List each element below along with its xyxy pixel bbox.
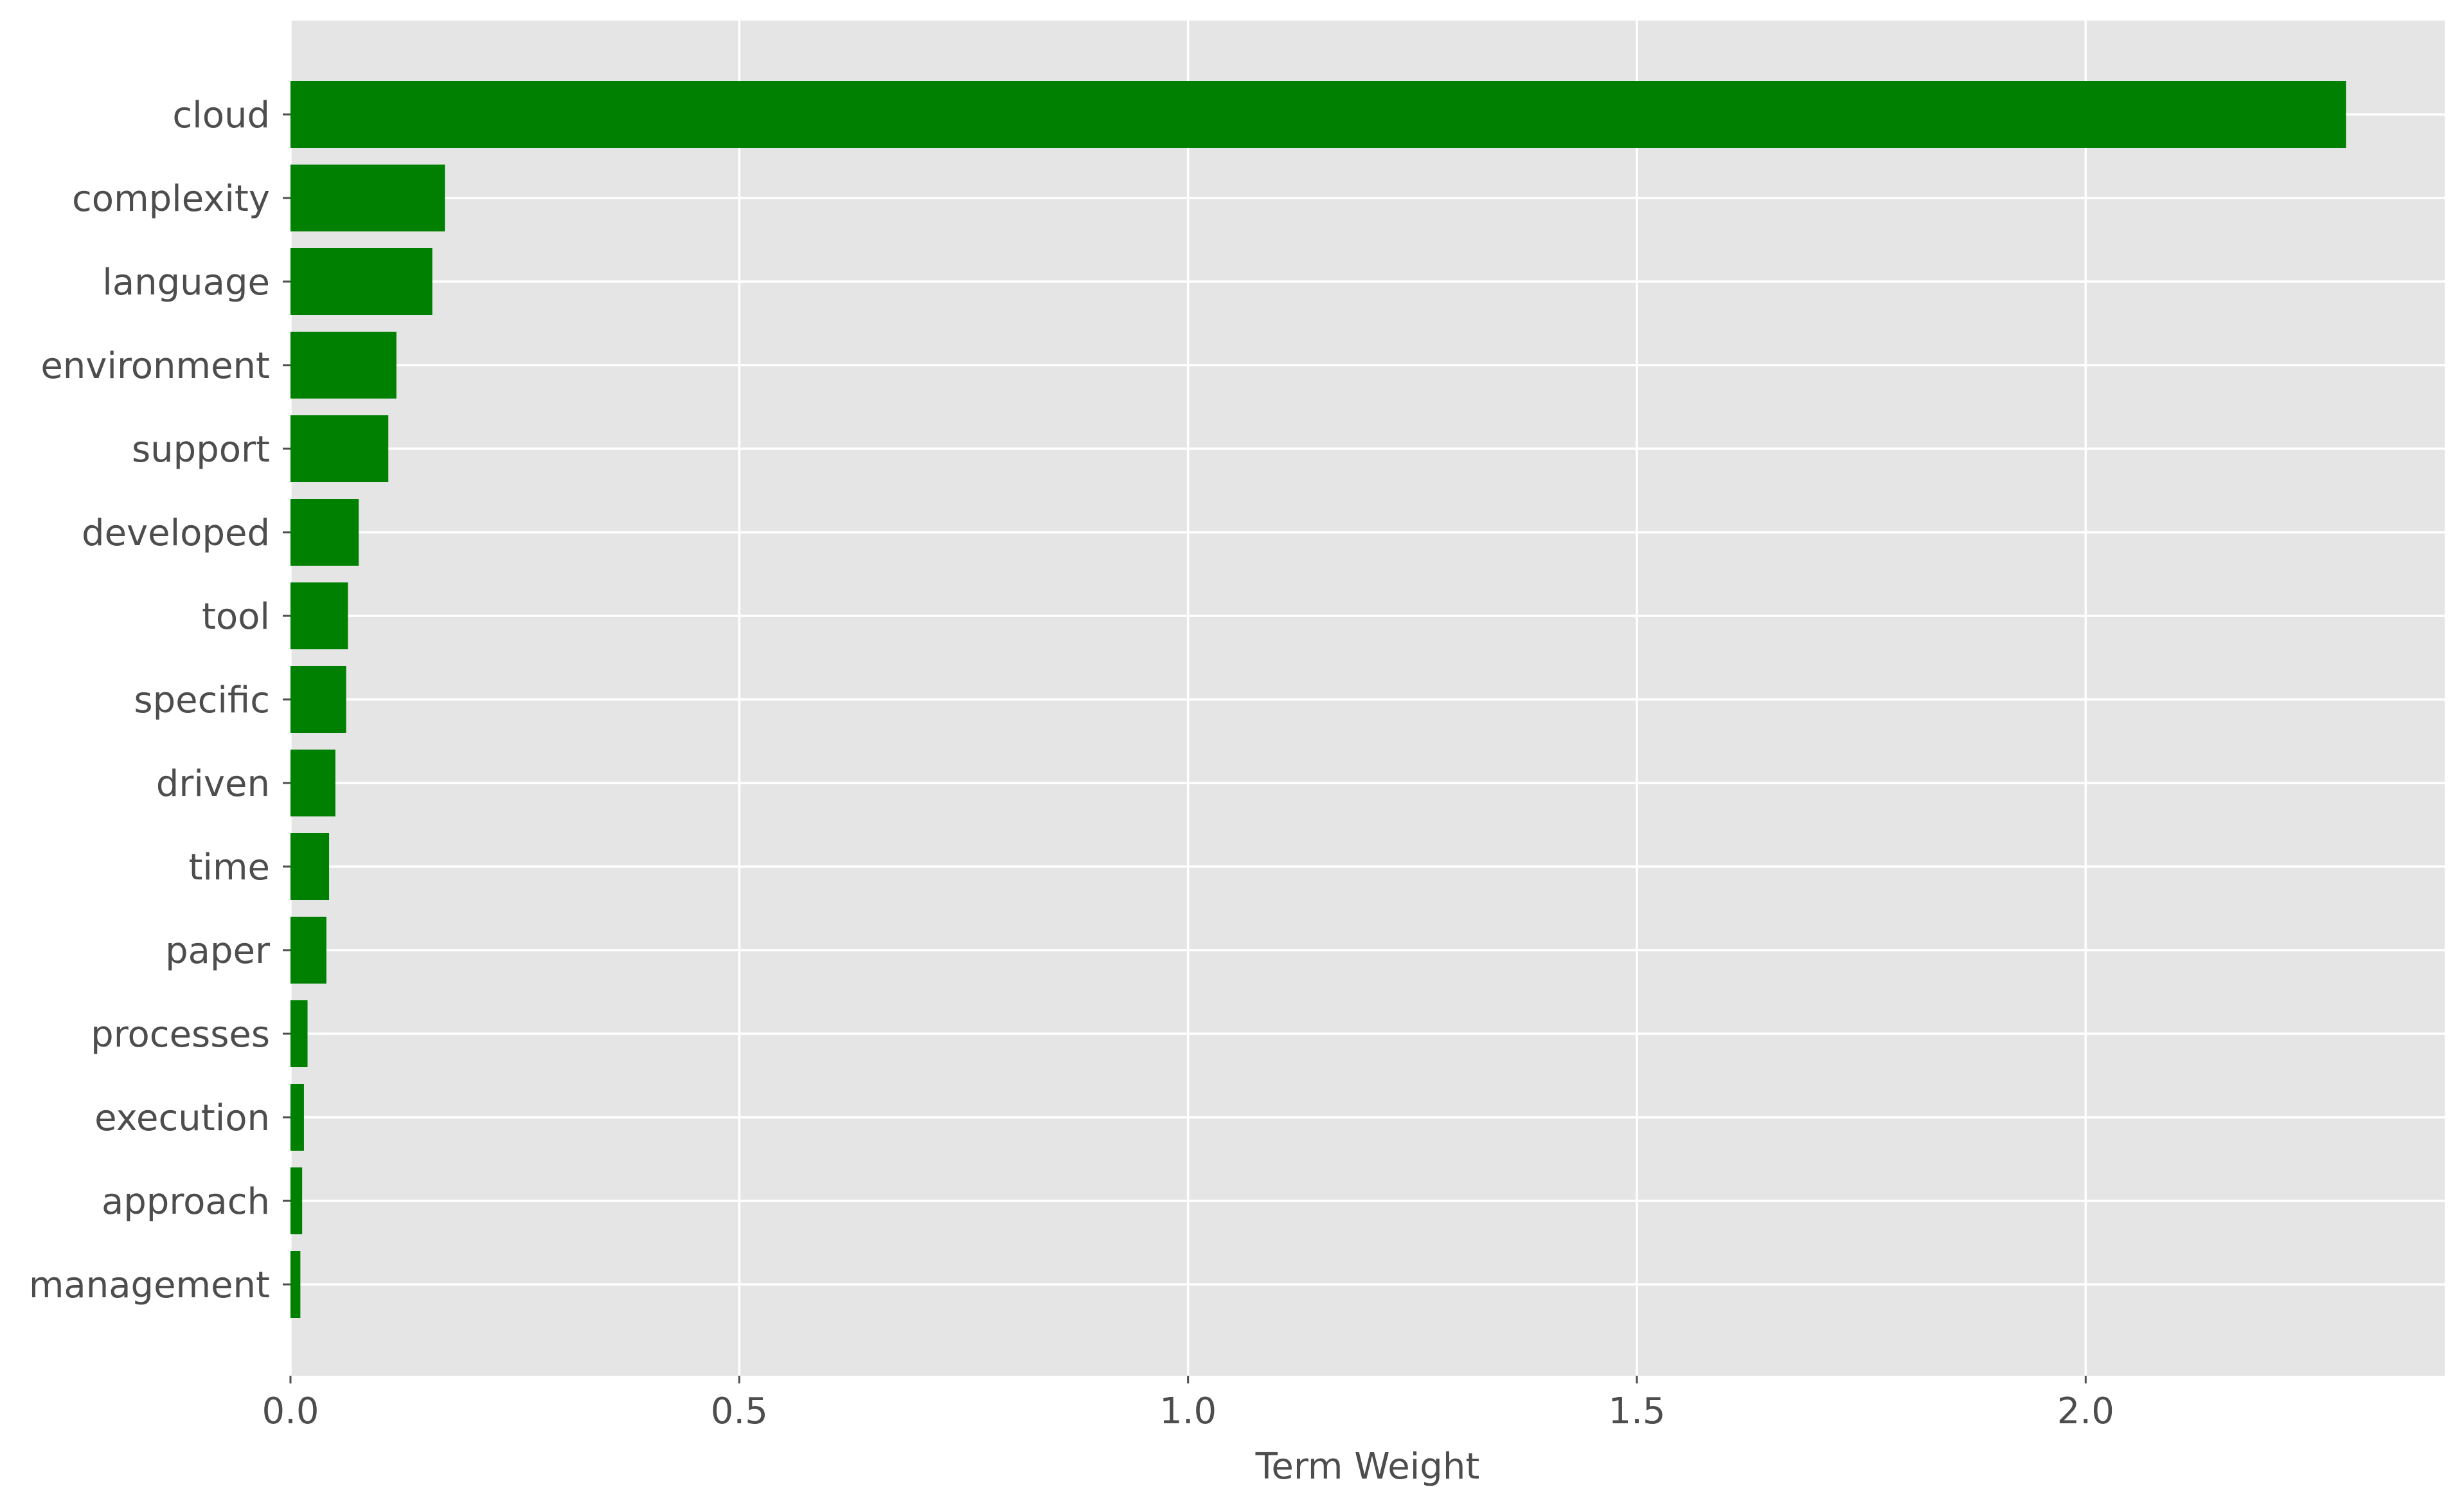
plot-background xyxy=(290,21,2445,1376)
y-tick-label: time xyxy=(188,847,270,888)
bar-tool xyxy=(290,582,348,649)
bar-language xyxy=(290,248,433,315)
y-tick-label: execution xyxy=(94,1097,270,1139)
axis-ticks: 0.0 0.5 1.0 1.5 2.0 cloud complexity language en… xyxy=(29,94,2114,1432)
bar-management xyxy=(290,1251,301,1318)
y-tick-label: approach xyxy=(102,1181,270,1223)
y-tick-label: environment xyxy=(40,345,270,387)
y-tick-label: specific xyxy=(134,680,270,721)
y-tick-label: driven xyxy=(156,763,270,805)
x-tick-label: 0.0 xyxy=(262,1390,319,1432)
bar-complexity xyxy=(290,165,445,231)
bar-cloud xyxy=(290,81,2346,148)
bars xyxy=(290,81,2346,1318)
y-tick-label: paper xyxy=(165,930,271,972)
y-tick-label: management xyxy=(29,1264,270,1306)
bar-time xyxy=(290,833,330,900)
x-tick-label: 1.0 xyxy=(1159,1390,1217,1432)
bar-support xyxy=(290,415,389,482)
y-tick-label: tool xyxy=(202,596,270,638)
y-tick-label: complexity xyxy=(72,178,270,220)
y-tick-label: language xyxy=(102,262,270,303)
bar-execution xyxy=(290,1084,304,1151)
bar-developed xyxy=(290,499,359,566)
bar-paper xyxy=(290,917,326,984)
y-tick-label: support xyxy=(132,429,270,471)
bar-driven xyxy=(290,750,335,816)
bar-environment xyxy=(290,332,397,399)
bar-processes xyxy=(290,1000,308,1067)
y-tick-label: developed xyxy=(82,512,270,554)
x-axis-label: Term Weight xyxy=(1255,1446,1480,1488)
x-tick-label: 0.5 xyxy=(711,1390,768,1432)
x-tick-label: 1.5 xyxy=(1608,1390,1665,1432)
x-tick-label: 2.0 xyxy=(2057,1390,2114,1432)
bar-approach xyxy=(290,1167,303,1234)
y-tick-label: cloud xyxy=(172,94,270,136)
y-tick-label: processes xyxy=(91,1014,270,1056)
bar-specific xyxy=(290,666,346,733)
